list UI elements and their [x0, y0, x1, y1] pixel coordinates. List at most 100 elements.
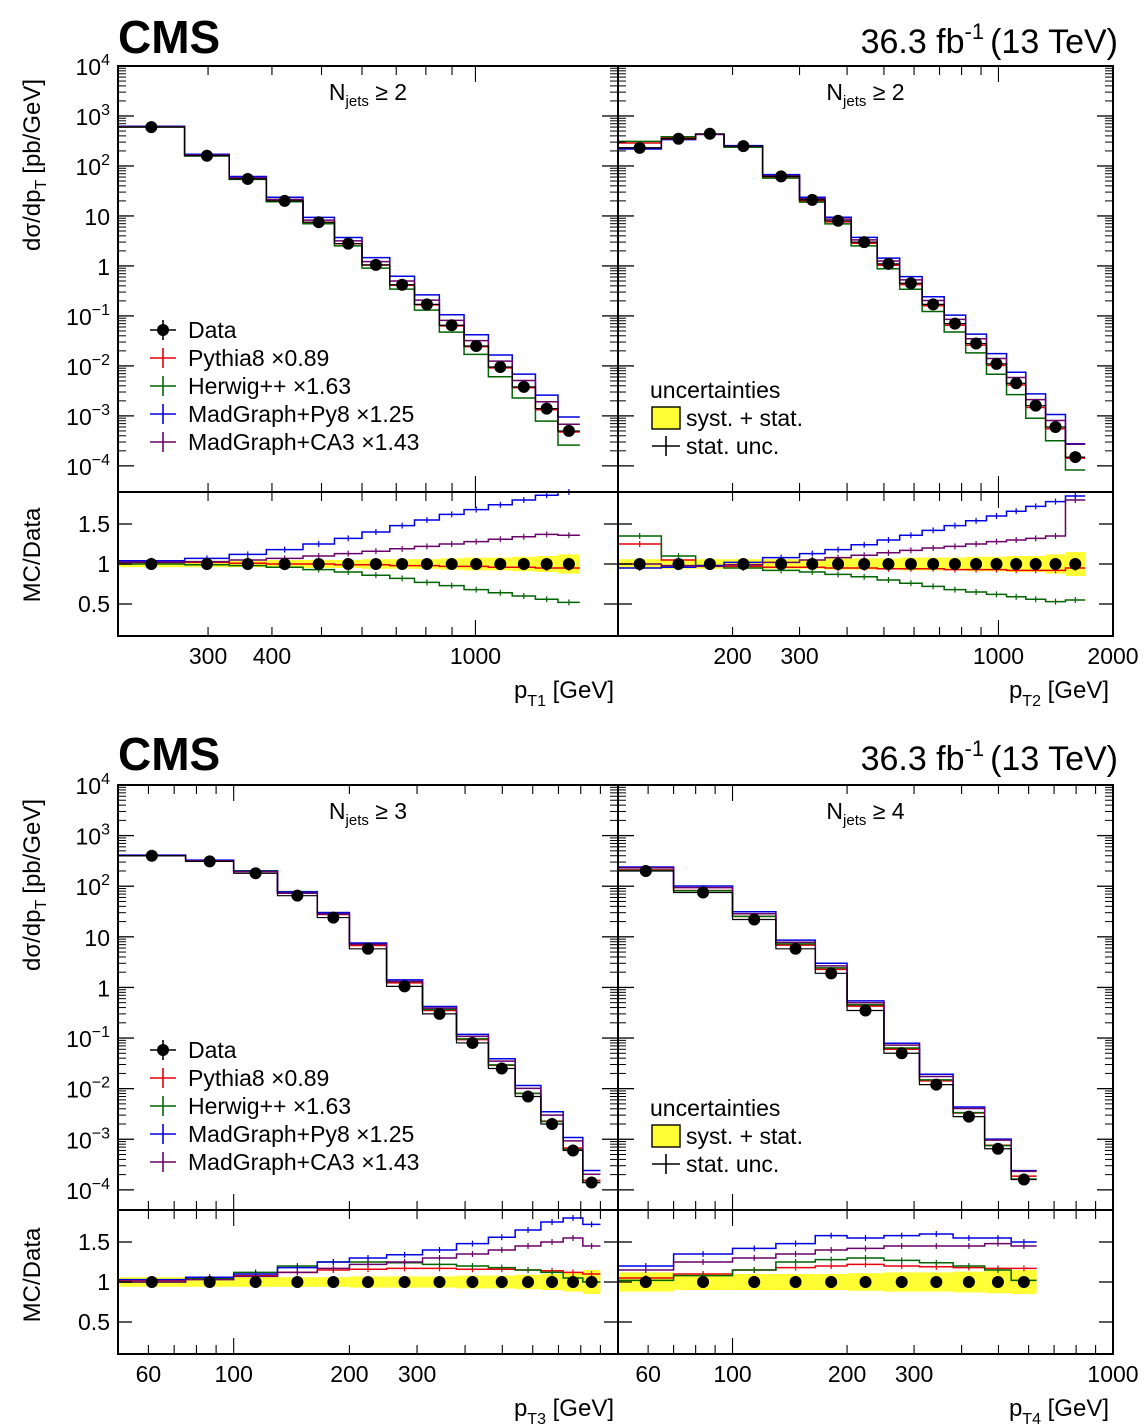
data-histogram: [618, 870, 1037, 1181]
mc-ratio-3: [618, 499, 1086, 568]
data-ratio-point: [991, 1276, 1004, 1288]
legend-entry-stat: stat. unc.: [652, 433, 779, 459]
ratio-tick-label: 1.5: [78, 1229, 110, 1255]
data-ratio-point: [540, 558, 553, 570]
x-tick-label: 200: [330, 1361, 368, 1387]
data-ratio-point: [806, 558, 819, 570]
mc-histogram-2: [118, 125, 580, 418]
data-ratio-point: [466, 1276, 479, 1288]
legend-left-top: Data Pythia8 ×0.89 Herwig++ ×1.63 MadGra…: [150, 317, 419, 455]
data-ratio-point: [775, 558, 788, 570]
data-ratio-point: [200, 558, 213, 570]
data-point: [930, 1078, 943, 1091]
data-point: [927, 298, 940, 311]
mc-histogram-2: [618, 866, 1037, 1172]
legend-entry-pythia: Pythia8 ×0.89: [150, 345, 329, 371]
y-tick-label: 10−2: [66, 352, 110, 380]
x-tick-label: 2000: [1087, 643, 1138, 669]
ylabel-unit: [pb/GeV]: [19, 799, 46, 894]
x-axis-label: pT3 [GeV]: [514, 1395, 614, 1427]
mc-histogram-0: [618, 869, 1037, 1177]
data-ratio-point: [1049, 558, 1062, 570]
data-point: [748, 913, 761, 926]
data-point: [445, 319, 458, 332]
y-tick-label: 10: [84, 925, 110, 951]
legend-entry-madgraph-ca3: MadGraph+CA3 ×1.43: [150, 429, 419, 455]
mc-ratio-1: [118, 1261, 601, 1283]
data-ratio-point: [825, 1276, 838, 1288]
data-ratio-point: [241, 558, 254, 570]
lumi-exponent: -1: [965, 19, 985, 44]
x-tick-label: 300: [398, 1361, 436, 1387]
panel-label: Njets ≥ 2: [826, 79, 904, 110]
data-point: [522, 1090, 535, 1103]
data-point: [1029, 399, 1042, 412]
ylabel-main-top: dσ/dpT [pb/GeV]: [19, 79, 50, 251]
ratio-tick-label: 0.5: [78, 1309, 110, 1335]
data-ratio-point: [639, 1276, 652, 1288]
data-point: [567, 1144, 580, 1157]
ylabel-unit: [pb/GeV]: [19, 79, 46, 174]
data-point: [420, 298, 433, 311]
legend-entry-madgraph-py8: MadGraph+Py8 ×1.25: [150, 401, 414, 427]
data-point: [806, 193, 819, 206]
y-tick-label: 103: [76, 822, 111, 850]
y-tick-label: 10−4: [66, 452, 110, 480]
data-ratio-point: [970, 558, 983, 570]
data-point: [470, 340, 483, 353]
data-point: [291, 889, 304, 902]
lumi-value: 36.3 fb: [861, 23, 965, 61]
legend-left-bottom: Data Pythia8 ×0.89 Herwig++ ×1.63 MadGra…: [150, 1037, 419, 1175]
legend-label: stat. unc.: [686, 1151, 779, 1177]
panel-2: 200 300 1000 2000 pT2 [GeV] Njets ≥ 2: [617, 65, 1139, 710]
data-ratio-point: [895, 1276, 908, 1288]
y-tick-label: 10: [84, 204, 110, 230]
legend-label: MadGraph+Py8 ×1.25: [188, 401, 414, 427]
lumi-exponent: -1: [965, 736, 985, 761]
legend-right-bottom: uncertainties syst. + stat. stat. unc.: [650, 1095, 803, 1177]
lumi-label-bottom: 36.3 fb-1 (13 TeV): [861, 736, 1118, 778]
ratio-tick-label: 1.5: [78, 511, 110, 537]
lumi-label-top: 36.3 fb-1 (13 TeV): [861, 19, 1118, 61]
ratio-tick-label: 0.5: [78, 591, 110, 617]
panels: 10−4 10−3 10−2 10−1 1 10 102 103 104 0.5 1 1.5 300 40…: [66, 52, 1138, 1427]
legend-label: Herwig++ ×1.63: [188, 1093, 351, 1119]
data-point: [517, 380, 530, 393]
data-point: [639, 864, 652, 877]
data-ratio-point: [249, 1276, 262, 1288]
ylabel-main-bottom: dσ/dpT [pb/GeV]: [19, 799, 50, 971]
legend-label: Pythia8 ×0.89: [188, 1065, 329, 1091]
data-ratio-point: [904, 558, 917, 570]
mc-ratio-2: [618, 1233, 1037, 1267]
x-tick-label: 1000: [1087, 1361, 1138, 1387]
data-point: [1049, 420, 1062, 433]
data-ratio-point: [672, 558, 685, 570]
data-ratio-point: [445, 558, 458, 570]
ratio-tick-label: 1: [97, 551, 110, 577]
legend-label: stat. unc.: [686, 433, 779, 459]
data-ratio-point: [1010, 558, 1023, 570]
data-ratio-point: [697, 1276, 710, 1288]
x-tick-label: 400: [253, 643, 291, 669]
data-ratio-point: [562, 558, 575, 570]
x-tick-label: 300: [780, 643, 818, 669]
data-point: [672, 132, 685, 145]
ylabel-sub: T: [33, 899, 50, 909]
x-tick-label: 300: [895, 1361, 933, 1387]
data-point: [737, 140, 750, 153]
data-point: [904, 277, 917, 290]
data-point: [895, 1047, 908, 1060]
data-point: [832, 214, 845, 227]
x-tick-label: 100: [215, 1361, 253, 1387]
data-histogram: [618, 133, 1086, 458]
y-tick-label: 103: [76, 102, 111, 130]
data-point: [398, 980, 411, 993]
legend-label: Herwig++ ×1.63: [188, 373, 351, 399]
legend-entry-herwig: Herwig++ ×1.63: [150, 373, 351, 399]
data-point: [962, 1110, 975, 1123]
data-point: [703, 127, 716, 140]
data-point: [466, 1036, 479, 1049]
data-point: [200, 149, 213, 162]
ylabel-ratio-bottom: MC/Data: [19, 1227, 46, 1322]
x-tick-label: 100: [713, 1361, 751, 1387]
